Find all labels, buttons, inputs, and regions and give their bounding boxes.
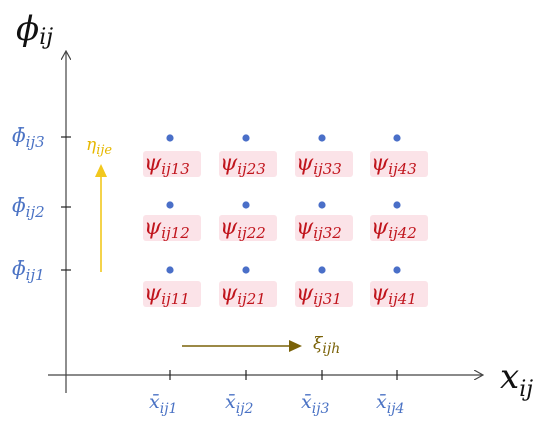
x-tick-label-sub: ij1 [160, 401, 178, 417]
cell-label-main: ψ [144, 281, 162, 306]
cell-label: ψij11 [144, 281, 190, 308]
cell-label-sub: ij33 [313, 160, 342, 178]
y-tick-label: ϕ̄ij2 [12, 193, 45, 221]
y-tick-label-main: ϕ̄ [12, 256, 26, 280]
cell-label-highlight [219, 215, 277, 241]
cell-label-sub: ij22 [237, 224, 266, 242]
cell-label-sub: ij23 [237, 160, 266, 178]
cell-label-sub: ij21 [237, 290, 266, 308]
x-tick-label-sub: ij4 [387, 401, 405, 417]
y-tick-label: ϕ̄ij3 [12, 123, 45, 151]
cell-label-highlight [295, 151, 353, 177]
cell-label-main: ψ [220, 281, 238, 306]
cell-label-highlight [219, 281, 277, 307]
eta-label: ηije [86, 135, 112, 158]
cell-label: ψij32 [296, 215, 342, 242]
y-tick-label-sub: ij2 [26, 203, 45, 221]
cell-label-sub: ij11 [161, 290, 190, 308]
cell-label-sub: ij13 [161, 160, 190, 178]
cell-label-sub: ij32 [313, 224, 342, 242]
x-axis-title-sub: ij [519, 377, 533, 402]
y-tick-label-sub: ij1 [26, 266, 45, 284]
cell-label-main: ψ [296, 151, 314, 176]
x-tick-label-main: x̄ [301, 391, 312, 413]
cell-label-main: ψ [144, 151, 162, 176]
xi-label-sub: ijh [322, 341, 340, 357]
eta-label-main: η [86, 135, 97, 155]
x-tick-label: x̄ij1 [149, 391, 177, 417]
cell-label-highlight [295, 215, 353, 241]
cell-label-main: ψ [220, 151, 238, 176]
x-tick-label-main: x̄ [376, 391, 387, 413]
y-tick-label-main: ϕ̄ [12, 123, 26, 147]
x-tick-label: x̄ij2 [225, 391, 254, 417]
cell-label-sub: ij12 [161, 224, 190, 242]
cell-label-sub: ij42 [388, 224, 417, 242]
cell-label-highlight [143, 151, 201, 177]
y-tick-label-sub: ij3 [26, 133, 45, 151]
x-tick-label-sub: ij2 [236, 401, 254, 417]
tick-marks [61, 136, 398, 380]
grid-point [393, 201, 401, 209]
y-axis-title-sub: ij [39, 25, 53, 50]
y-axis-title-main: ϕ [16, 9, 39, 49]
cell-label: ψij31 [296, 281, 342, 308]
cell-label-highlight [370, 281, 428, 307]
cell-label-sub: ij43 [388, 160, 417, 178]
x-tick-labels: x̄ij1 x̄ij2 x̄ij3 x̄ij4 [149, 391, 404, 417]
grid-point [393, 266, 401, 274]
cell-label-sub: ij41 [388, 290, 417, 308]
y-tick-label-main: ϕ̄ [12, 193, 26, 217]
cell-label: ψij21 [220, 281, 266, 308]
x-tick-label-sub: ij3 [312, 401, 330, 417]
x-tick-label: x̄ij3 [301, 391, 330, 417]
cell-label-main: ψ [144, 215, 162, 240]
grid-point [318, 134, 326, 142]
cell-label-main: ψ [371, 151, 389, 176]
y-tick-label: ϕ̄ij1 [12, 256, 45, 284]
cell-label: ψij13 [144, 151, 190, 178]
grid-point [166, 201, 174, 209]
cell-label-sub: ij31 [313, 290, 342, 308]
grid-point [393, 134, 401, 142]
x-axis-title: xij [500, 357, 533, 402]
cell-label-main: ψ [371, 215, 389, 240]
cell-label-main: ψ [220, 215, 238, 240]
grid-point [318, 266, 326, 274]
cell-label: ψij22 [220, 215, 266, 242]
cell-label-main: ψ [296, 281, 314, 306]
grid-point [166, 266, 174, 274]
cell-label-main: ψ [296, 215, 314, 240]
grid-point [242, 201, 250, 209]
cell-label-highlight [370, 215, 428, 241]
cell-label-main: ψ [371, 281, 389, 306]
cell-label-highlight [219, 151, 277, 177]
x-tick-label: x̄ij4 [376, 391, 404, 417]
cell-label: ψij43 [371, 151, 417, 178]
cell-label: ψij23 [220, 151, 266, 178]
x-tick-label-main: x̄ [149, 391, 160, 413]
grid-point [166, 134, 174, 142]
x-tick-label-main: x̄ [225, 391, 236, 413]
cell-label: ψij42 [371, 215, 417, 242]
x-axis-title-main: x [500, 357, 519, 397]
xi-label: ξijh [313, 334, 340, 357]
cell-label-highlight [295, 281, 353, 307]
cell-label: ψij12 [144, 215, 190, 242]
cell-label: ψij41 [371, 281, 417, 308]
cell-label-highlight [143, 215, 201, 241]
grid-point [318, 201, 326, 209]
xi-label-main: ξ [313, 334, 324, 354]
cell-label-highlight [370, 151, 428, 177]
y-axis-title: ϕij [16, 9, 53, 50]
cell-label-highlight [143, 281, 201, 307]
grid-point [242, 266, 250, 274]
cell-label: ψij33 [296, 151, 342, 178]
grid-point [242, 134, 250, 142]
eta-label-sub: ije [96, 143, 112, 158]
